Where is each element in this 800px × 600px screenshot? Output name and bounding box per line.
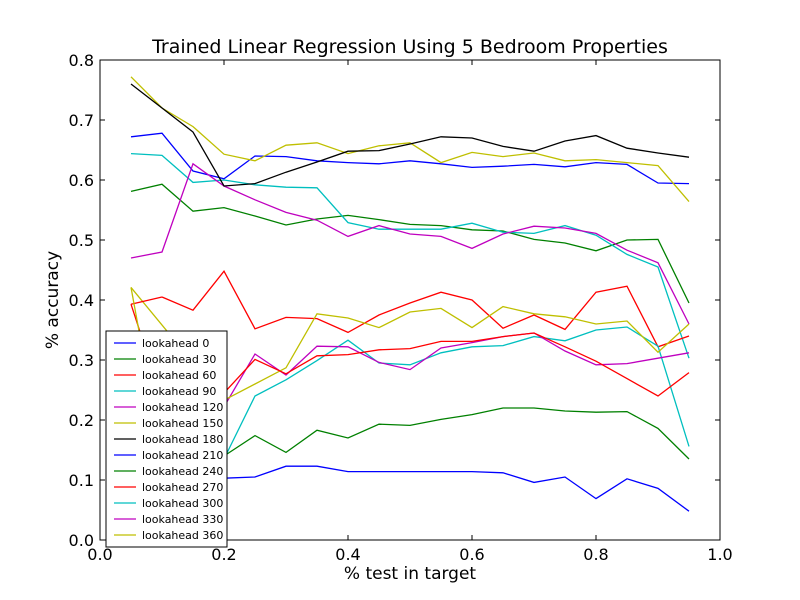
series-line-lookahead-150 (130, 76, 690, 203)
legend-label-lookahead-150: lookahead 150 (142, 417, 223, 430)
legend-label-lookahead-30: lookahead 30 (142, 353, 216, 366)
x-tick-label: 0.8 (583, 545, 608, 564)
legend-label-lookahead-0: lookahead 0 (142, 337, 209, 350)
legend-label-lookahead-270: lookahead 270 (142, 481, 223, 494)
series-line-lookahead-60 (130, 303, 690, 400)
series-line-lookahead-90 (130, 152, 690, 359)
y-tick-label: 0.0 (69, 531, 94, 550)
y-tick-label: 0.1 (69, 471, 94, 490)
x-tick-label: 0.4 (335, 545, 360, 564)
plot-area: 0.0 0.2 0.4 0.6 0.8 1.0 0.0 0.1 0.2 0.3 0.4 0.5 0.6 0… (69, 51, 733, 564)
legend-label-lookahead-180: lookahead 180 (142, 433, 223, 446)
legend-label-lookahead-120: lookahead 120 (142, 401, 223, 414)
x-axis-title: % test in target (344, 564, 477, 584)
x-tick-label: 1.0 (707, 545, 732, 564)
y-tick-label: 0.5 (69, 231, 94, 250)
series-lines (130, 76, 690, 512)
y-tick-label: 0.6 (69, 171, 94, 190)
series-line-lookahead-270 (161, 270, 690, 348)
series-line-lookahead-30 (130, 183, 690, 304)
chart-title: Trained Linear Regression Using 5 Bedroo… (151, 36, 668, 58)
legend-label-lookahead-60: lookahead 60 (142, 369, 216, 382)
series-line-lookahead-330 (223, 332, 690, 408)
y-tick-label: 0.8 (69, 51, 94, 70)
y-tick-label: 0.4 (69, 291, 94, 310)
legend-label-lookahead-210: lookahead 210 (142, 449, 223, 462)
series-line-lookahead-210 (223, 465, 690, 512)
series-line-lookahead-180 (130, 83, 690, 187)
legend-label-lookahead-90: lookahead 90 (142, 385, 216, 398)
series-line-lookahead-0 (130, 132, 690, 185)
series-line-lookahead-240 (223, 407, 690, 460)
legend-label-lookahead-360: lookahead 360 (142, 529, 223, 542)
legend: lookahead 0 lookahead 30 lookahead 60 looka… (105, 330, 228, 548)
x-tick-label: 0.0 (87, 545, 112, 564)
y-axis-title: % accuracy (43, 251, 63, 349)
series-line-lookahead-270-start (130, 296, 163, 305)
x-tick-label: 0.6 (459, 545, 484, 564)
legend-label-lookahead-240: lookahead 240 (142, 465, 223, 478)
legend-label-lookahead-300: lookahead 300 (142, 497, 223, 510)
y-tick-label: 0.3 (69, 351, 94, 370)
y-tick-label: 0.7 (69, 111, 94, 130)
series-line-lookahead-360 (130, 286, 690, 402)
series-line-lookahead-300 (223, 326, 690, 460)
y-tick-label: 0.2 (69, 411, 94, 430)
legend-label-lookahead-330: lookahead 330 (142, 513, 223, 526)
x-tick-label: 0.2 (211, 545, 236, 564)
